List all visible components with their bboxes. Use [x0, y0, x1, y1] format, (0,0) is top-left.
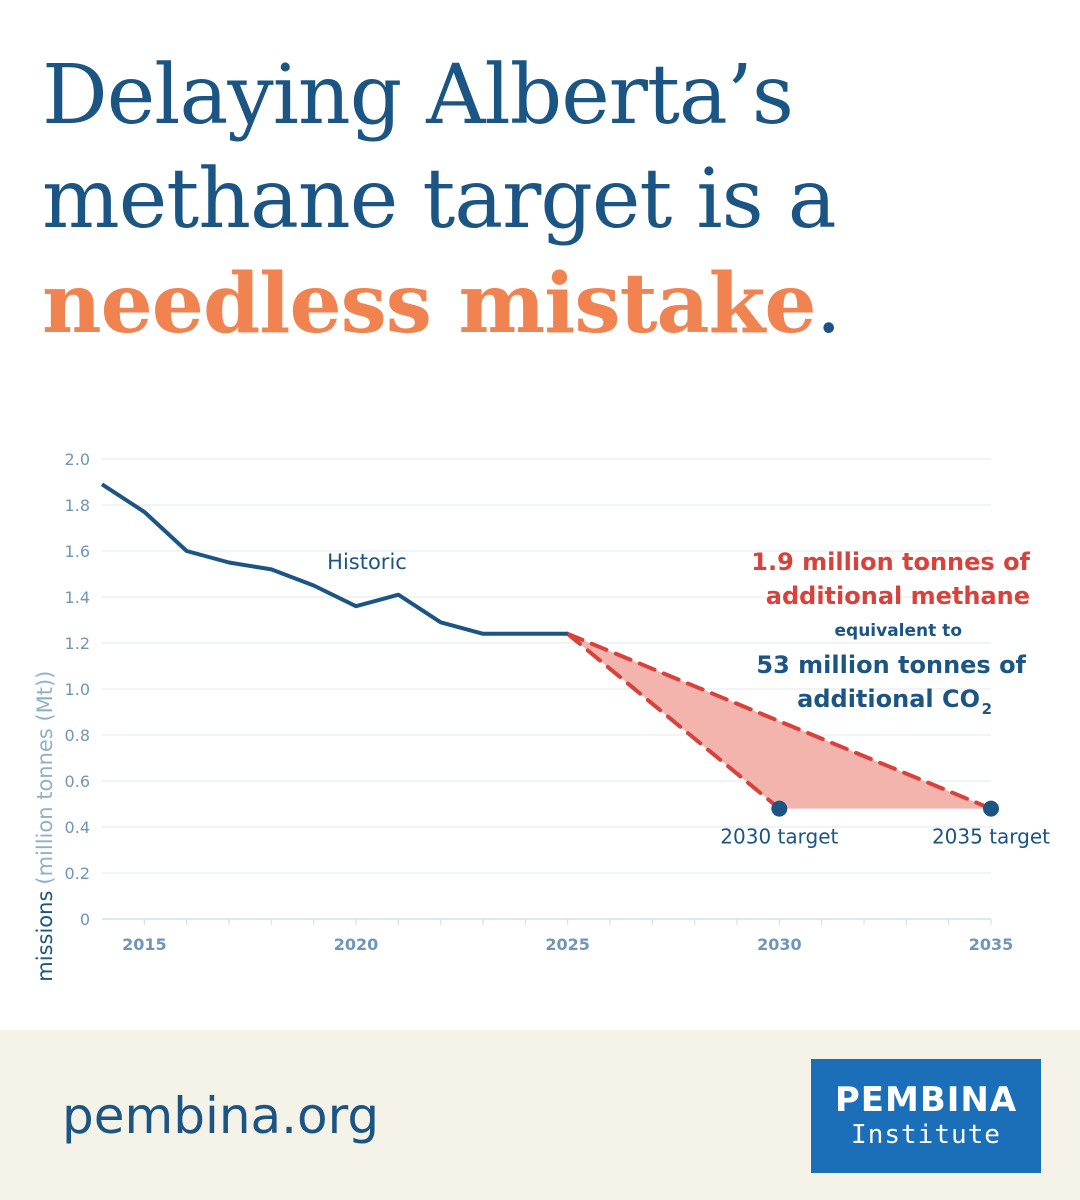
x-tick-label: 2020 [334, 935, 379, 954]
x-tick-label: 2035 [969, 935, 1014, 954]
annotation-co2-line1: 53 million tonnes of [756, 651, 1026, 679]
gridlines [102, 458, 991, 920]
target-markers: 2030 target 2035 target [720, 800, 1050, 849]
annotation: 1.9 million tonnes of additional methane… [751, 548, 1030, 718]
headline-line1: Delaying Alberta’s [42, 48, 794, 143]
y-tick-label: 0.2 [65, 864, 90, 883]
y-tick-label: 1.6 [65, 542, 90, 561]
historic-series-label: Historic [327, 550, 407, 574]
logo-wordmark: PEMBINA [834, 1080, 1018, 1120]
x-tick-label: 2030 [757, 935, 802, 954]
annotation-co2-line2: additional CO [797, 685, 980, 713]
footer: pembina.org PEMBINA Institute [0, 1030, 1080, 1200]
y-axis-label: Methane emissions (million tonnes (Mt)) [33, 671, 57, 980]
target-label: 2035 target [932, 825, 1050, 849]
headline: Delaying Alberta’s methane target is a n… [42, 44, 1042, 357]
x-minor-ticks [143, 919, 992, 925]
annotation-equivalent: equivalent to [835, 621, 963, 641]
x-tick-label: 2025 [545, 935, 590, 954]
pembina-logo: PEMBINA Institute [811, 1059, 1041, 1173]
headline-highlight: needless mistake [42, 256, 817, 352]
y-tick-label: 2.0 [65, 450, 90, 469]
x-tick-label: 2015 [122, 935, 167, 954]
y-tick-label: 0 [80, 910, 90, 929]
annotation-methane-line2: additional methane [766, 582, 1030, 610]
x-tick-labels: 2015 2020 2025 2030 2035 [122, 935, 1013, 954]
y-tick-label: 0.4 [65, 818, 90, 837]
methane-emissions-chart: 0 0.2 0.4 0.6 0.8 1.0 1.2 1.4 1.6 1.8 2.0 2015 2020… [33, 450, 1050, 980]
y-tick-labels: 0 0.2 0.4 0.6 0.8 1.0 1.2 1.4 1.6 1.8 2.0 [65, 450, 90, 929]
y-axis-label-unit: (million tonnes (Mt)) [33, 671, 57, 885]
headline-period: . [815, 257, 842, 352]
target-label: 2030 target [720, 825, 838, 849]
y-tick-label: 1.4 [65, 588, 90, 607]
annotation-co2-line2-group: additional CO [797, 685, 980, 713]
projection-line-2035 [565, 631, 993, 811]
y-tick-label: 0.6 [65, 772, 90, 791]
y-tick-label: 1.0 [65, 680, 90, 699]
y-tick-label: 1.2 [65, 634, 90, 653]
y-tick-label: 1.8 [65, 496, 90, 515]
y-tick-label: 0.8 [65, 726, 90, 745]
logo-subtitle: Institute [851, 1120, 1001, 1150]
annotation-methane-line1: 1.9 million tonnes of [751, 548, 1030, 576]
target-point [771, 800, 788, 817]
y-axis-label-main: Methane emissions [33, 891, 57, 980]
target-point [983, 800, 999, 817]
historic-series-line [100, 482, 568, 636]
annotation-co2-subscript: 2 [982, 700, 992, 718]
website-link[interactable]: pembina.org [62, 1087, 380, 1145]
headline-line2: methane target is a [42, 152, 837, 247]
projection-line-2030 [565, 631, 782, 811]
